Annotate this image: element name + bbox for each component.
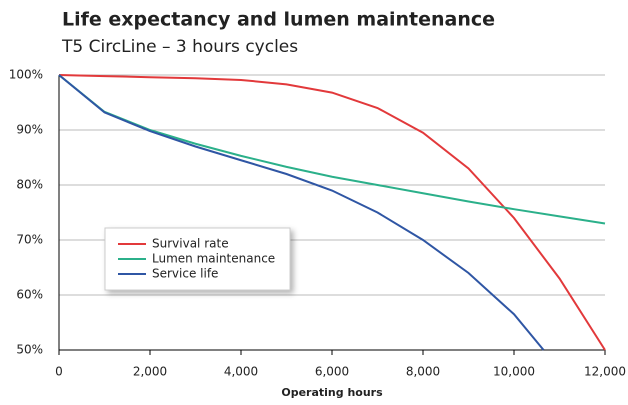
y-tick-label: 100% bbox=[9, 68, 43, 82]
chart-title: Life expectancy and lumen maintenance bbox=[62, 9, 495, 31]
x-tick-label: 0 bbox=[55, 365, 63, 379]
series-line bbox=[58, 74, 606, 225]
y-tick-label: 50% bbox=[16, 343, 43, 357]
x-tick-label: 10,000 bbox=[493, 365, 535, 379]
series-line bbox=[58, 74, 606, 351]
series-line bbox=[58, 74, 545, 351]
y-tick-label: 60% bbox=[16, 288, 43, 302]
x-tick-label: 4,000 bbox=[224, 365, 258, 379]
y-tick-label: 90% bbox=[16, 123, 43, 137]
x-tick-label: 8,000 bbox=[406, 365, 440, 379]
x-tick-label: 6,000 bbox=[315, 365, 349, 379]
x-tick-label: 2,000 bbox=[133, 365, 167, 379]
legend-label: Survival rate bbox=[152, 237, 229, 251]
legend-label: Lumen maintenance bbox=[152, 252, 275, 266]
legend-label: Service life bbox=[152, 267, 218, 281]
y-tick-label: 70% bbox=[16, 233, 43, 247]
x-tick-label: 12,000 bbox=[584, 365, 626, 379]
y-tick-label: 80% bbox=[16, 178, 43, 192]
chart-subtitle: T5 CircLine – 3 hours cycles bbox=[61, 37, 298, 57]
x-axis-label: Operating hours bbox=[281, 386, 383, 399]
